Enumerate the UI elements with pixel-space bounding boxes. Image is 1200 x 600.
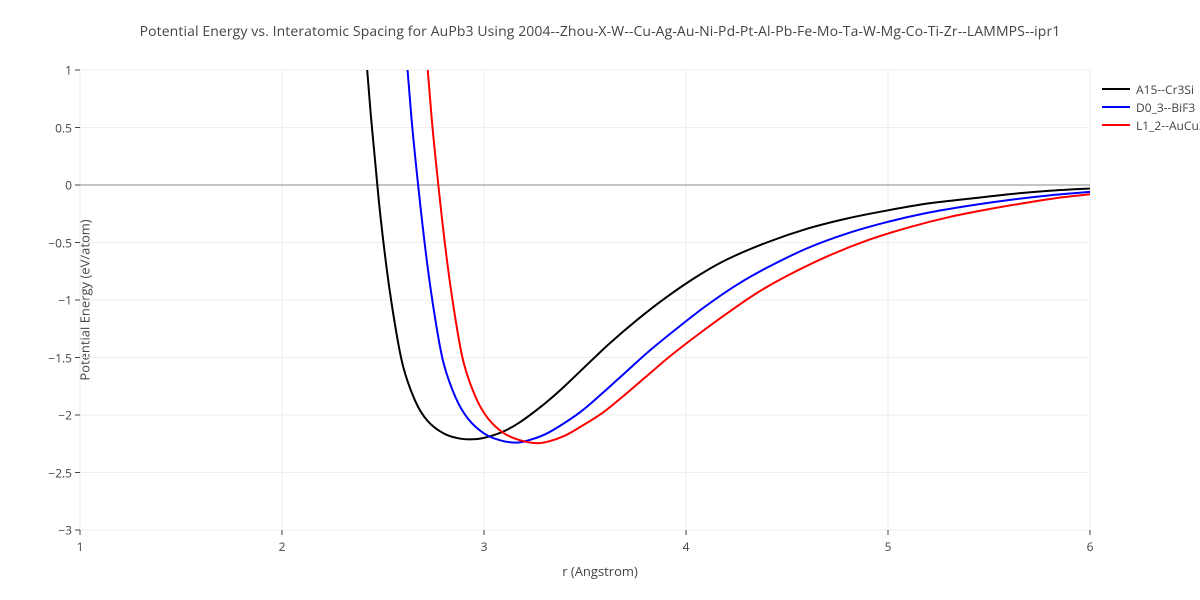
x-tick-label: 1 bbox=[77, 538, 84, 555]
legend-swatch bbox=[1102, 106, 1130, 108]
chart-container: Potential Energy vs. Interatomic Spacing… bbox=[0, 0, 1200, 600]
legend: A15--Cr3SiD0_3--BiF3L1_2--AuCu3 bbox=[1102, 80, 1200, 134]
series-line bbox=[403, 13, 1090, 443]
legend-label: L1_2--AuCu3 bbox=[1136, 117, 1200, 134]
legend-item[interactable]: D0_3--BiF3 bbox=[1102, 98, 1200, 116]
y-tick-label: −2 bbox=[42, 407, 72, 424]
x-tick-label: 4 bbox=[683, 538, 690, 555]
y-tick-label: 1 bbox=[42, 62, 72, 79]
legend-swatch bbox=[1102, 88, 1130, 90]
legend-label: A15--Cr3Si bbox=[1136, 81, 1194, 98]
x-tick-label: 3 bbox=[481, 538, 488, 555]
y-tick-label: −1.5 bbox=[42, 349, 72, 366]
x-tick-label: 6 bbox=[1087, 538, 1094, 555]
y-tick-label: −0.5 bbox=[42, 234, 72, 251]
x-tick-label: 2 bbox=[279, 538, 286, 555]
y-tick-label: 0.5 bbox=[42, 119, 72, 136]
series-line bbox=[423, 13, 1090, 444]
legend-label: D0_3--BiF3 bbox=[1136, 99, 1195, 116]
legend-item[interactable]: A15--Cr3Si bbox=[1102, 80, 1200, 98]
y-tick-label: −3 bbox=[42, 522, 72, 539]
x-tick-label: 5 bbox=[885, 538, 892, 555]
y-tick-label: −2.5 bbox=[42, 464, 72, 481]
legend-item[interactable]: L1_2--AuCu3 bbox=[1102, 116, 1200, 134]
y-tick-label: 0 bbox=[42, 177, 72, 194]
y-tick-label: −1 bbox=[42, 292, 72, 309]
plot-area bbox=[0, 0, 1200, 600]
series-line bbox=[363, 13, 1090, 440]
legend-swatch bbox=[1102, 124, 1130, 126]
